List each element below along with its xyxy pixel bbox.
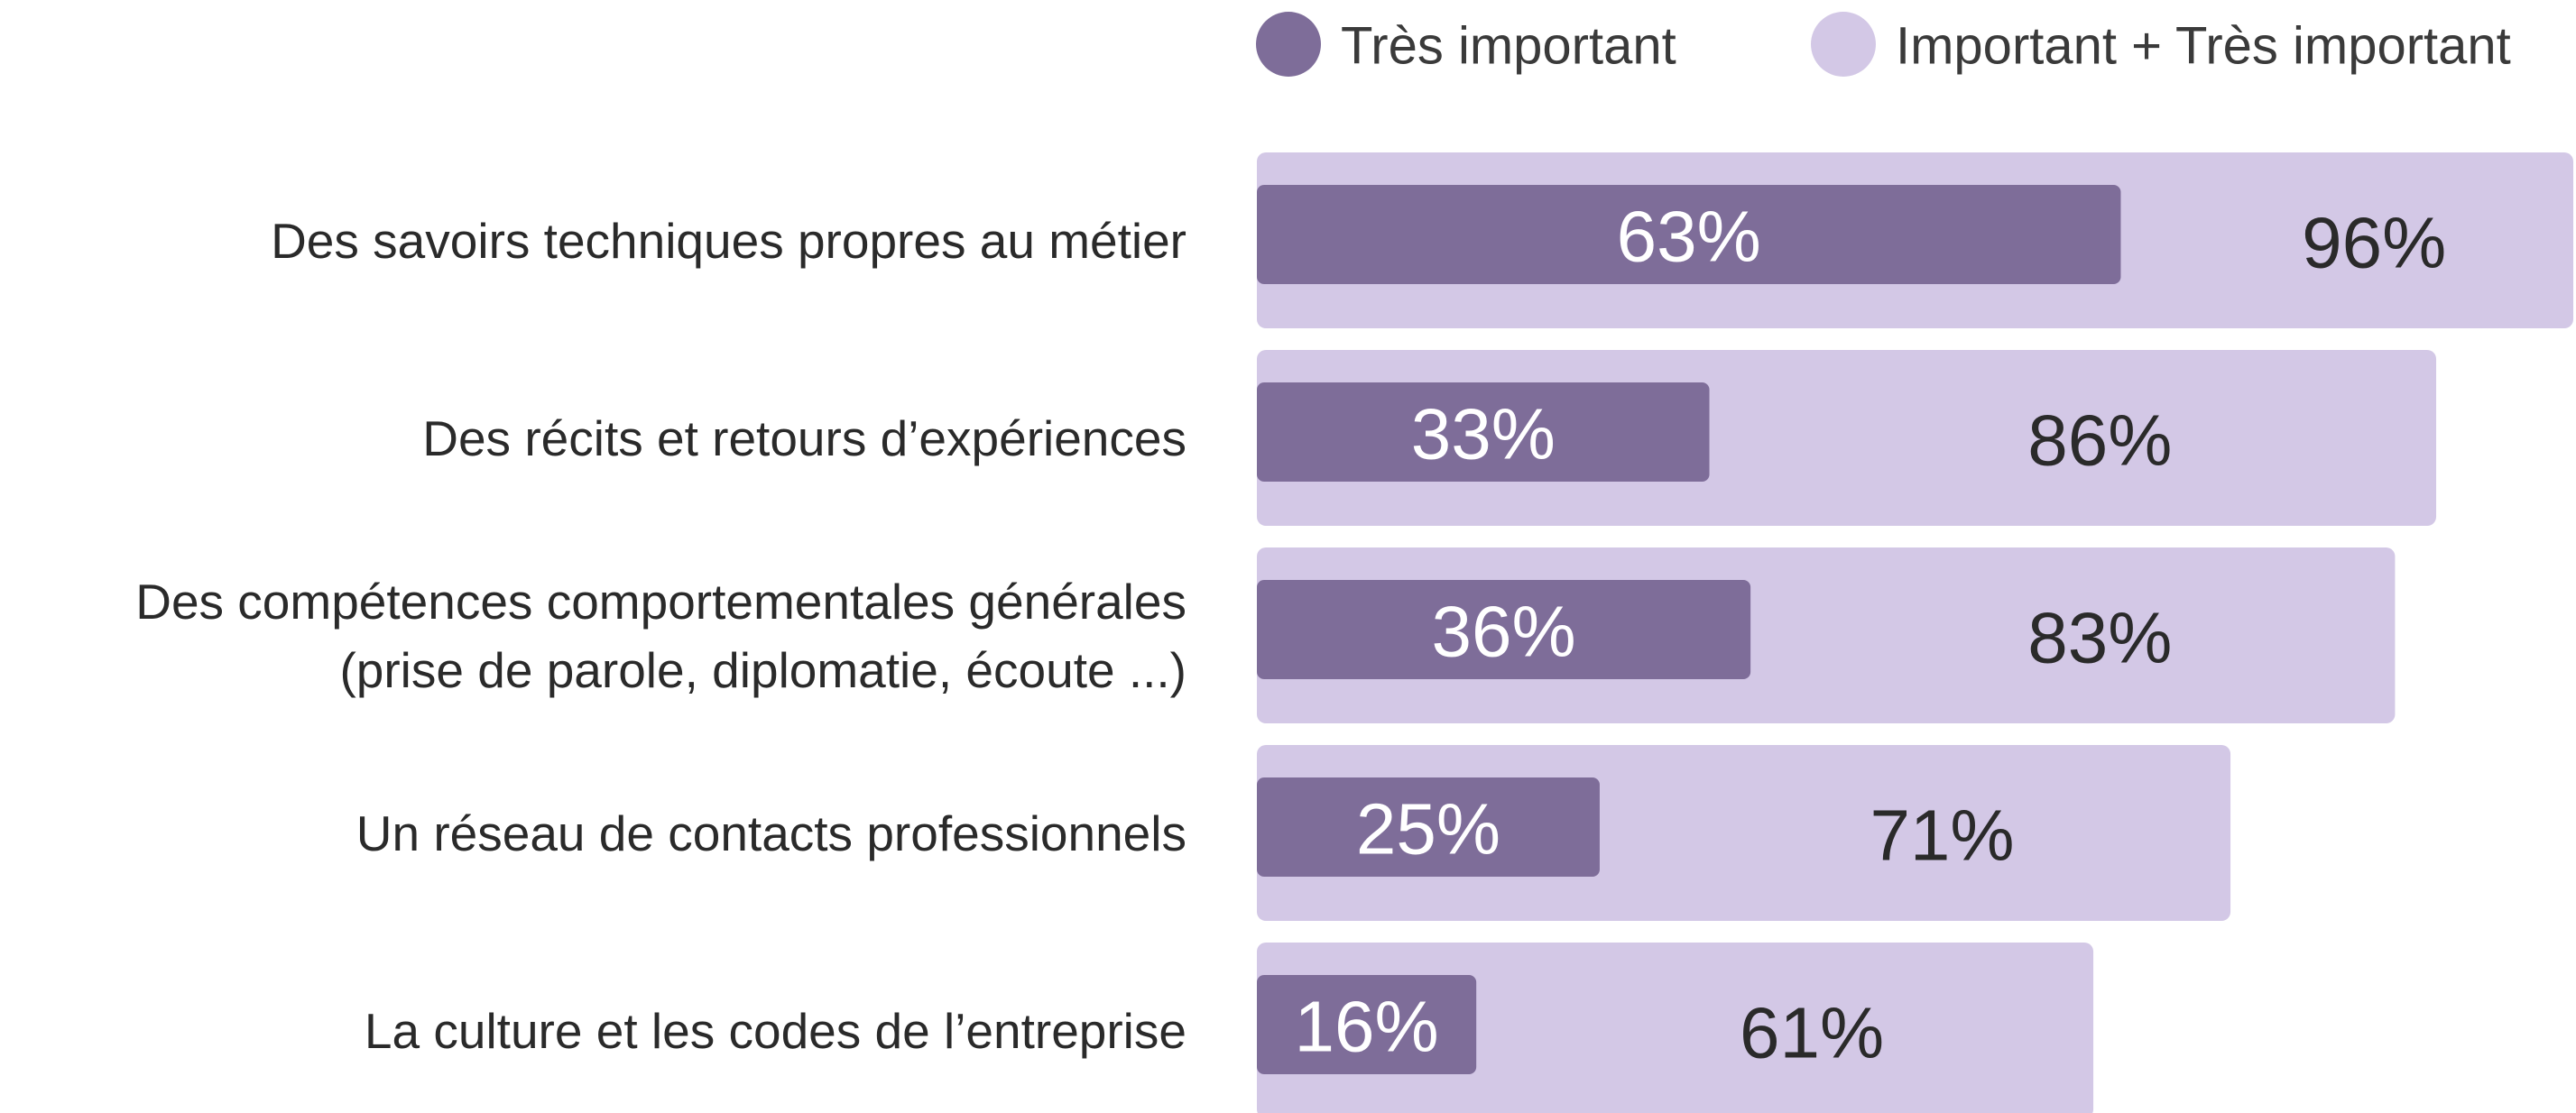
bar [1257,580,1751,679]
legend-swatch [1811,12,1876,77]
category-label: La culture et les codes de l’entreprise [364,1002,1186,1059]
value-label: 25% [1356,789,1500,869]
category-label: Un réseau de contacts professionnels [355,805,1186,861]
legend-label: Important + Très important [1896,17,2511,76]
value-label: 71% [1870,796,2014,876]
bar [1257,185,2121,284]
bar [1257,777,1600,877]
value-label: 63% [1617,197,1761,277]
value-label: 33% [1411,394,1556,474]
category-label: Des compétences comportementales général… [135,573,1186,698]
value-label: 83% [2027,598,2172,678]
value-label: 96% [2302,203,2446,283]
legend-label: Très important [1341,17,1676,76]
value-label: 61% [1740,993,1884,1073]
bar [1257,975,1477,1074]
value-label: 86% [2027,400,2172,481]
category-label: Des savoirs techniques propres au métier [271,212,1186,269]
category-label: Des récits et retours d’expériences [422,409,1186,466]
value-label: 16% [1295,987,1439,1067]
value-label: 36% [1432,592,1576,672]
legend-swatch [1256,12,1321,77]
bar [1257,382,1710,482]
